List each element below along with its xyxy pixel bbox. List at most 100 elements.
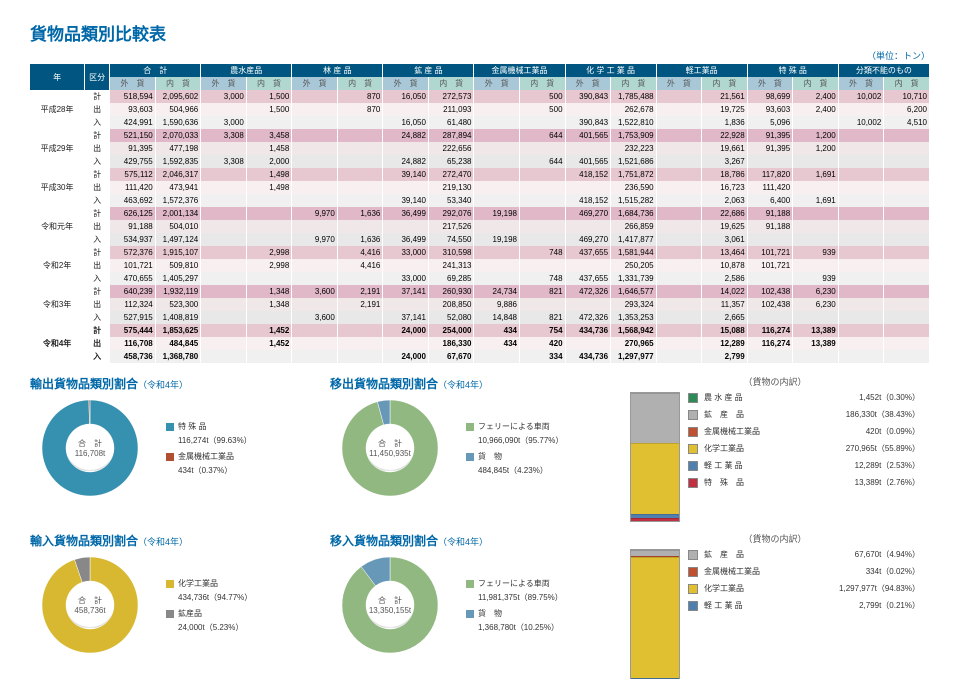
data-cell: 4,416 [337, 246, 383, 259]
data-cell [747, 350, 793, 363]
data-cell [383, 220, 429, 233]
data-cell: 1,521,686 [611, 155, 657, 168]
data-cell: 91,188 [747, 207, 793, 220]
data-cell: 437,655 [565, 246, 611, 259]
data-row: 入463,6921,572,37639,14053,340418,1521,51… [30, 194, 930, 207]
data-cell: 504,010 [155, 220, 201, 233]
data-cell [292, 181, 338, 194]
kubun-cell: 入 [85, 155, 110, 168]
data-row: 入424,9911,590,6363,00016,05061,480390,84… [30, 116, 930, 129]
data-cell [246, 233, 292, 246]
data-cell [383, 103, 429, 116]
data-cell: 626,125 [110, 207, 156, 220]
data-cell: 10,710 [884, 90, 930, 103]
year-cell: 平成29年 [30, 129, 85, 168]
col-cat: 鉱 産 品 [383, 64, 474, 77]
data-cell [656, 259, 702, 272]
data-cell: 518,594 [110, 90, 156, 103]
col-gai: 外 貨 [747, 77, 793, 90]
data-cell [474, 155, 520, 168]
data-cell: 24,882 [383, 155, 429, 168]
data-cell [201, 142, 247, 155]
data-cell [246, 272, 292, 285]
data-cell [201, 350, 247, 363]
kubun-cell: 入 [85, 116, 110, 129]
data-cell: 186,330 [428, 337, 474, 350]
data-cell: 22,928 [702, 129, 748, 142]
data-cell [383, 181, 429, 194]
data-cell [292, 350, 338, 363]
data-cell [383, 142, 429, 155]
data-cell: 1,636 [337, 233, 383, 246]
svg-text:合 計: 合 計 [78, 595, 102, 605]
data-cell: 1,405,297 [155, 272, 201, 285]
data-cell: 1,200 [793, 142, 839, 155]
data-cell: 434 [474, 337, 520, 350]
data-cell: 10,002 [838, 90, 884, 103]
data-cell: 211,093 [428, 103, 474, 116]
data-cell [565, 142, 611, 155]
data-cell [884, 324, 930, 337]
data-cell: 458,736 [110, 350, 156, 363]
data-cell: 390,843 [565, 90, 611, 103]
data-cell [838, 207, 884, 220]
col-nai: 内 貨 [337, 77, 383, 90]
data-cell: 1,691 [793, 168, 839, 181]
data-cell: 870 [337, 103, 383, 116]
data-cell: 4,416 [337, 259, 383, 272]
data-cell: 1,572,376 [155, 194, 201, 207]
kubun-cell: 出 [85, 259, 110, 272]
data-cell: 262,678 [611, 103, 657, 116]
data-cell [884, 350, 930, 363]
data-cell [383, 298, 429, 311]
data-cell: 1,452 [246, 337, 292, 350]
data-row: 出116,708484,8451,452186,330434420270,965… [30, 337, 930, 350]
data-cell: 575,112 [110, 168, 156, 181]
data-cell [838, 103, 884, 116]
data-cell [884, 194, 930, 207]
data-cell: 572,376 [110, 246, 156, 259]
stack-legend-row: 特 殊 品13,389t（2.76%） [688, 477, 920, 488]
data-cell: 9,886 [474, 298, 520, 311]
data-cell: 16,050 [383, 116, 429, 129]
data-cell: 4,510 [884, 116, 930, 129]
data-cell: 470,655 [110, 272, 156, 285]
chart-title: 輸入貨物品類別割合（令和4年） [30, 532, 310, 549]
data-cell [337, 129, 383, 142]
stack-legend-row: 鉱 産 品67,670t（4.94%） [688, 549, 920, 560]
data-cell: 33,000 [383, 246, 429, 259]
data-cell: 12,289 [702, 337, 748, 350]
data-cell [793, 116, 839, 129]
data-cell: 293,324 [611, 298, 657, 311]
data-cell [884, 181, 930, 194]
data-cell [565, 337, 611, 350]
data-cell [292, 116, 338, 129]
data-cell: 13,389 [793, 337, 839, 350]
data-cell [656, 220, 702, 233]
data-cell: 418,152 [565, 194, 611, 207]
data-cell [656, 194, 702, 207]
data-cell: 67,670 [428, 350, 474, 363]
kubun-cell: 計 [85, 207, 110, 220]
data-cell [201, 246, 247, 259]
data-cell: 272,573 [428, 90, 474, 103]
data-cell: 24,000 [383, 324, 429, 337]
stack-legend-row: 化学工業品270,965t（55.89%） [688, 443, 920, 454]
data-cell [474, 246, 520, 259]
data-cell: 102,438 [747, 298, 793, 311]
legend-row: 化学工業品 [166, 578, 252, 590]
data-cell: 287,894 [428, 129, 474, 142]
data-cell [656, 116, 702, 129]
data-cell: 3,308 [201, 129, 247, 142]
data-cell [246, 350, 292, 363]
data-cell: 437,655 [565, 272, 611, 285]
col-cat: 特 殊 品 [747, 64, 838, 77]
data-cell: 1,522,810 [611, 116, 657, 129]
data-cell [337, 324, 383, 337]
legend-row: 鉱産品 [166, 608, 252, 620]
data-cell [246, 207, 292, 220]
data-cell [793, 155, 839, 168]
data-cell [565, 181, 611, 194]
col-gai: 外 貨 [110, 77, 156, 90]
data-cell: 500 [520, 103, 566, 116]
